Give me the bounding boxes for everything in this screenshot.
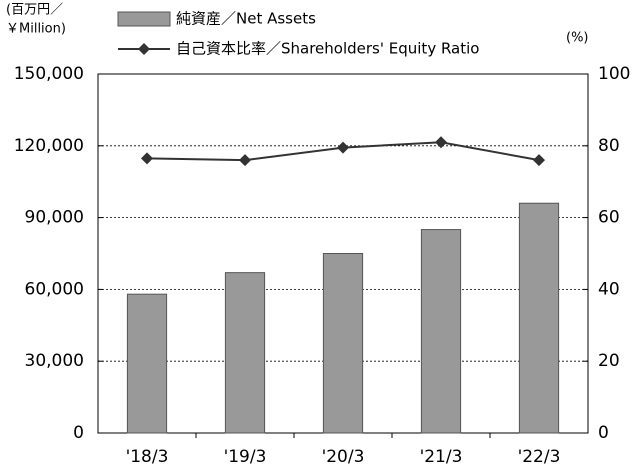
y2-tick-label: 100 <box>598 64 630 84</box>
y-axis-label: (百万円／ <box>6 3 63 18</box>
y2-tick-label: 40 <box>598 279 620 299</box>
legend-label: 純資産／Net Assets <box>176 10 316 28</box>
legend-swatch <box>117 11 171 27</box>
marker <box>141 152 153 165</box>
bar <box>518 202 560 434</box>
bar <box>126 293 168 434</box>
y-tick-label: 60,000 <box>25 279 84 299</box>
y2-tick-label: 60 <box>598 208 620 228</box>
y2-tick-label: 20 <box>598 351 620 371</box>
bar <box>322 253 364 434</box>
bar <box>224 272 266 434</box>
y-tick-label: 150,000 <box>14 64 84 84</box>
y-axis-label: ￥Million) <box>6 22 66 37</box>
marker <box>435 136 447 149</box>
y2-tick-label: 0 <box>598 423 609 443</box>
marker <box>533 154 545 167</box>
marker <box>337 141 349 154</box>
bar <box>420 229 462 434</box>
y-tick-label: 90,000 <box>25 208 84 228</box>
y2-axis-label: (%) <box>566 31 589 46</box>
x-tick-label: '21/3 <box>420 447 463 467</box>
x-tick-label: '20/3 <box>322 447 365 467</box>
y-tick-label: 30,000 <box>25 351 84 371</box>
marker <box>239 154 251 167</box>
x-tick-label: '22/3 <box>518 447 561 467</box>
x-tick-label: '18/3 <box>126 447 169 467</box>
x-tick-label: '19/3 <box>224 447 267 467</box>
y2-tick-label: 80 <box>598 136 620 156</box>
y-tick-label: 120,000 <box>14 136 84 156</box>
legend-label: 自己資本比率／Shareholders' Equity Ratio <box>176 40 479 58</box>
legend-swatch <box>138 43 150 55</box>
y-tick-label: 0 <box>73 423 84 443</box>
